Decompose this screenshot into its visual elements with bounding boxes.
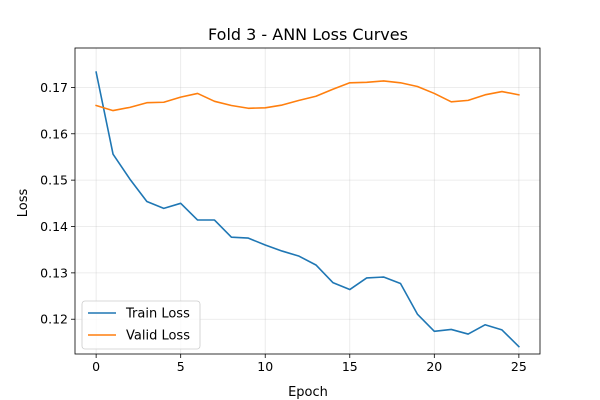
- x-tick-label: 10: [257, 359, 273, 374]
- x-tick-label: 0: [92, 359, 100, 374]
- x-tick-label: 25: [511, 359, 527, 374]
- chart-title: Fold 3 - ANN Loss Curves: [208, 25, 408, 44]
- y-tick-label: 0.13: [40, 265, 68, 280]
- y-tick-label: 0.17: [40, 80, 68, 95]
- series-line-valid-loss: [95, 80, 520, 112]
- x-axis-label: Epoch: [288, 385, 328, 400]
- x-tick-label: 5: [177, 359, 185, 374]
- x-axis: 0 5 10 15 20 25: [92, 354, 527, 374]
- legend-label: Train Loss: [125, 307, 190, 322]
- series-line-train-loss: [95, 71, 520, 348]
- y-axis-label: Loss: [16, 189, 31, 218]
- plot-frame: [74, 47, 541, 355]
- legend-label: Valid Loss: [126, 329, 190, 344]
- y-tick-label: 0.14: [40, 219, 68, 234]
- x-tick-label: 20: [426, 359, 442, 374]
- x-tick-label: 15: [342, 359, 358, 374]
- legend: Train Loss Valid Loss: [81, 300, 201, 350]
- series-layer: [95, 71, 520, 348]
- y-tick-label: 0.15: [40, 173, 68, 188]
- y-tick-label: 0.16: [40, 126, 68, 141]
- y-tick-label: 0.12: [40, 312, 68, 327]
- y-axis: 0.12 0.13 0.14 0.15 0.16 0.17: [40, 80, 75, 327]
